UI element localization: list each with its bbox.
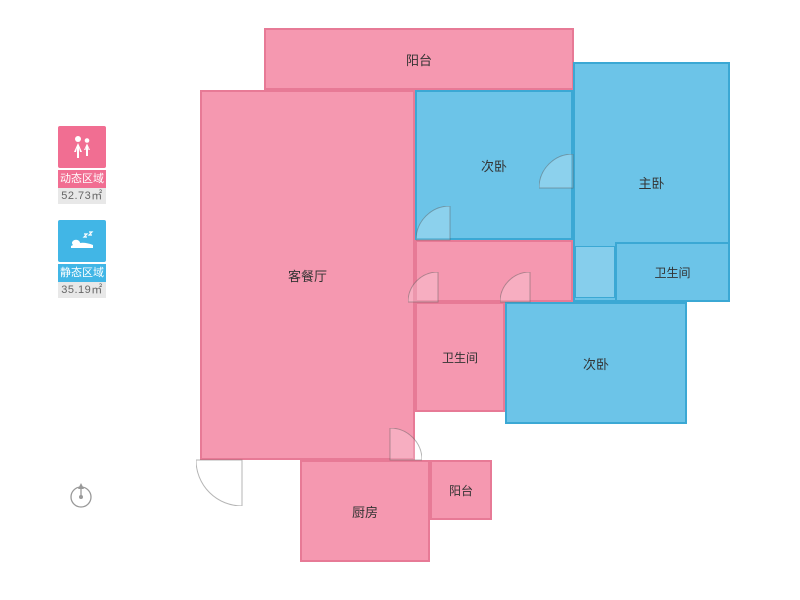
room-living-dining: 客餐厅 (200, 90, 415, 460)
legend: 动态区域 52.73㎡ 静态区域 35.19㎡ (52, 126, 112, 314)
room-bedroom2-top: 次卧 (415, 90, 573, 240)
room-label-kitchen: 厨房 (352, 502, 378, 521)
people-icon (58, 126, 106, 168)
furniture-master-wardrobe (575, 246, 615, 298)
room-label-living-dining: 客餐厅 (288, 266, 327, 285)
legend-static-label: 静态区域 (58, 264, 106, 282)
room-kitchen: 厨房 (300, 460, 430, 562)
room-balcony-top: 阳台 (264, 28, 574, 90)
room-label-master-bedroom: 主卧 (638, 173, 664, 192)
compass-icon (66, 480, 96, 510)
floorplan: 阳台客餐厅次卧主卧卫生间卫生间次卧厨房阳台 (200, 28, 730, 568)
room-label-balcony-top: 阳台 (406, 50, 432, 69)
room-balcony-small: 阳台 (430, 460, 492, 520)
room-bathroom1: 卫生间 (415, 302, 505, 412)
legend-dynamic: 动态区域 52.73㎡ (52, 126, 112, 204)
room-corridor (415, 240, 573, 302)
sleep-icon (58, 220, 106, 262)
room-label-bedroom3: 次卧 (583, 354, 609, 373)
room-bathroom2: 卫生间 (615, 242, 730, 302)
room-label-bathroom2: 卫生间 (654, 264, 690, 281)
legend-static-value: 35.19㎡ (58, 282, 106, 298)
legend-dynamic-value: 52.73㎡ (58, 188, 106, 204)
room-bedroom3: 次卧 (505, 302, 687, 424)
room-label-bedroom2-top: 次卧 (481, 156, 507, 175)
room-label-bathroom1: 卫生间 (442, 349, 478, 366)
room-label-balcony-small: 阳台 (449, 482, 473, 499)
legend-static: 静态区域 35.19㎡ (52, 220, 112, 298)
legend-dynamic-label: 动态区域 (58, 170, 106, 188)
